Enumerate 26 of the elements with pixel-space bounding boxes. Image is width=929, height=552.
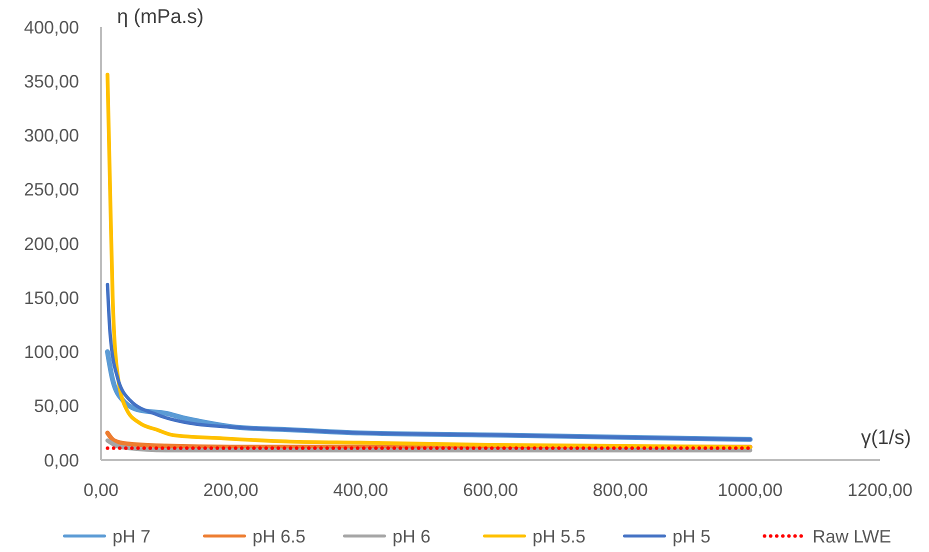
y-tick-label: 150,00	[24, 288, 79, 308]
x-tick-label: 400,00	[333, 480, 388, 500]
legend-label: pH 5	[672, 526, 711, 546]
line-series	[106, 72, 752, 449]
y-tick-label: 400,00	[24, 17, 79, 38]
x-tick-label: 800,00	[592, 480, 648, 500]
legend-label: Raw LWE	[812, 526, 892, 546]
x-tick-label: 600,00	[462, 480, 518, 500]
y-tick-label: 0,00	[44, 450, 79, 470]
legend-label: pH 5.5	[532, 526, 586, 546]
x-tick-label: 0,00	[83, 480, 119, 500]
x-axis-title: γ(1/s)	[861, 427, 911, 449]
y-tick-label: 100,00	[24, 342, 79, 362]
legend-label: pH 6.5	[252, 526, 306, 546]
x-tick-label: 200,00	[203, 480, 258, 500]
x-tick-label: 1200,00	[847, 480, 913, 500]
y-axis-title: η (mPa.s)	[117, 6, 204, 28]
y-tick-label: 250,00	[24, 180, 79, 200]
line-series	[106, 282, 752, 442]
x-tick-label: 1000,00	[718, 480, 783, 500]
y-tick-label: 50,00	[34, 396, 79, 416]
legend-label: pH 6	[392, 526, 431, 546]
y-tick-label: 200,00	[24, 234, 79, 254]
y-tick-label: 350,00	[24, 71, 79, 92]
y-tick-label: 300,00	[24, 126, 79, 146]
legend-label: pH 7	[112, 526, 151, 546]
